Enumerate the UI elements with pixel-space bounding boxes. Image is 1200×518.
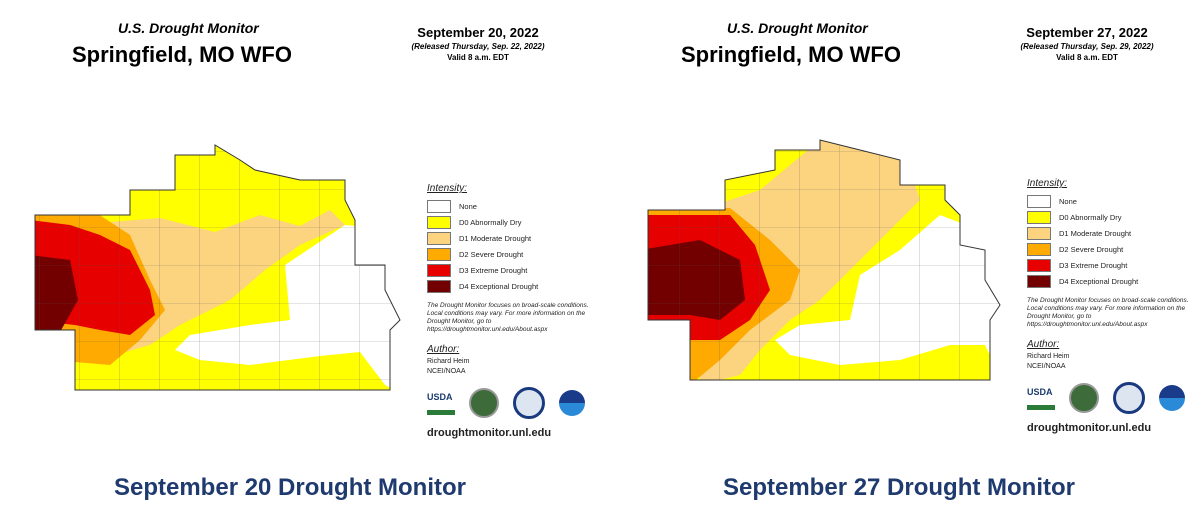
legend-note: The Drought Monitor focuses on broad-sca… — [427, 302, 589, 333]
doc-logo — [513, 387, 545, 419]
legend-item: None — [427, 198, 597, 214]
caption: September 27 Drought Monitor — [722, 474, 1076, 501]
website-url[interactable]: droughtmonitor.unl.edu — [1027, 422, 1152, 434]
map-date: September 27, 2022 — [1026, 25, 1148, 40]
author-name: Richard Heim — [1027, 353, 1070, 360]
legend: Intensity: None D0 Abnormally Dry D1 Mod… — [427, 183, 597, 439]
legend-item: D3 Extreme Drought — [427, 262, 597, 278]
map-date: September 20, 2022 — [417, 25, 539, 40]
date-block: September 20, 2022 (Released Thursday, S… — [378, 25, 578, 62]
noaa-logo — [1159, 385, 1185, 411]
panel-sep-27: U.S. Drought Monitor Springfield, MO WFO… — [609, 0, 1200, 518]
website-url[interactable]: droughtmonitor.unl.edu — [427, 427, 552, 439]
legend-heading: Intensity: — [1027, 178, 1068, 189]
map-title: U.S. Drought Monitor — [118, 20, 259, 36]
doc-logo — [1113, 382, 1145, 414]
legend-item: D3 Extreme Drought — [1027, 257, 1197, 273]
map-sep-20 — [35, 145, 400, 390]
legend-item: D4 Exceptional Drought — [1027, 273, 1197, 289]
map-region: Springfield, MO WFO — [72, 42, 292, 67]
legend-item: None — [1027, 193, 1197, 209]
valid-time: Valid 8 a.m. EDT — [447, 53, 509, 62]
ndmc-logo — [1069, 383, 1099, 413]
panel-sep-20: U.S. Drought Monitor Springfield, MO WFO… — [72, 20, 597, 501]
map-region: Springfield, MO WFO — [681, 42, 901, 67]
legend-item: D4 Exceptional Drought — [427, 278, 597, 294]
legend-heading: Intensity: — [427, 183, 468, 194]
legend-item: D2 Severe Drought — [1027, 241, 1197, 257]
legend-item: D2 Severe Drought — [427, 246, 597, 262]
author-org: NCEI/NOAA — [1027, 363, 1066, 370]
legend-item: D1 Moderate Drought — [1027, 225, 1197, 241]
legend-note: The Drought Monitor focuses on broad-sca… — [1027, 297, 1189, 328]
usda-logo: USDA — [427, 392, 455, 415]
map-sep-27 — [648, 140, 1000, 380]
author-heading: Author: — [427, 344, 460, 355]
map-title: U.S. Drought Monitor — [727, 20, 868, 36]
usda-logo: USDA — [1027, 387, 1055, 410]
legend-item: D1 Moderate Drought — [427, 230, 597, 246]
author-org: NCEI/NOAA — [427, 368, 466, 375]
released-date: (Released Thursday, Sep. 22, 2022) — [411, 42, 545, 51]
caption: September 20 Drought Monitor — [113, 474, 467, 501]
released-date: (Released Thursday, Sep. 29, 2022) — [1020, 42, 1154, 51]
legend: Intensity: None D0 Abnormally Dry D1 Mod… — [1027, 178, 1197, 434]
legend-item: D0 Abnormally Dry — [1027, 209, 1197, 225]
date-block: September 27, 2022 (Released Thursday, S… — [987, 25, 1187, 62]
noaa-logo — [559, 390, 585, 416]
ndmc-logo — [469, 388, 499, 418]
author-heading: Author: — [1027, 339, 1060, 350]
author-name: Richard Heim — [427, 358, 470, 365]
valid-time: Valid 8 a.m. EDT — [1056, 53, 1118, 62]
legend-item: D0 Abnormally Dry — [427, 214, 597, 230]
